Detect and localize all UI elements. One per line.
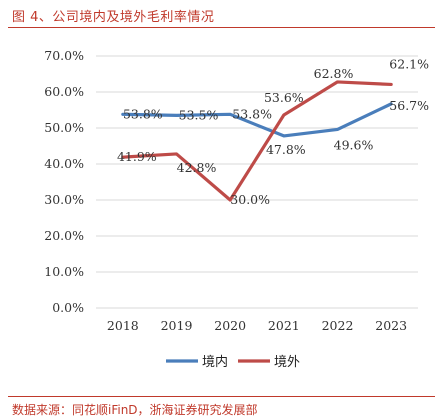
data-label: 41.9%	[117, 149, 157, 164]
y-tick-label: 30.0%	[44, 192, 84, 207]
data-label: 56.7%	[389, 98, 429, 113]
data-labels: 53.8% 53.5% 53.8% 47.8% 49.6% 56.7% 41.9% 42.8%…	[117, 56, 429, 207]
data-label: 53.5%	[179, 107, 219, 122]
y-tick-label: 70.0%	[44, 48, 84, 63]
data-label: 53.6%	[264, 90, 304, 105]
data-label: 53.8%	[123, 106, 163, 121]
legend-label: 境外	[274, 355, 300, 370]
data-label: 47.8%	[266, 142, 306, 157]
data-label: 53.8%	[232, 106, 272, 121]
x-tick-label: 2020	[214, 318, 246, 333]
data-label: 30.0%	[230, 192, 270, 207]
y-axis-ticks: 0.0% 10.0% 20.0% 30.0% 40.0% 50.0% 60.0% 70.0%	[44, 48, 84, 315]
x-tick-label: 2023	[375, 318, 407, 333]
series-line	[121, 102, 393, 138]
y-tick-label: 10.0%	[44, 264, 84, 279]
y-tick-label: 20.0%	[44, 228, 84, 243]
x-tick-label: 2019	[161, 318, 193, 333]
data-label: 62.1%	[389, 56, 429, 71]
y-tick-label: 0.0%	[52, 300, 84, 315]
gridlines	[96, 55, 418, 309]
figure-title: 图 4、公司境内及境外毛利率情况	[12, 10, 215, 25]
source-note: 数据来源：同花顺iFinD，浙海证券研究发展部	[12, 403, 258, 417]
x-tick-label: 2022	[322, 318, 354, 333]
x-tick-label: 2018	[107, 318, 139, 333]
bottom-rule	[8, 396, 435, 397]
y-tick-label: 60.0%	[44, 84, 84, 99]
top-rule	[8, 27, 435, 28]
x-tick-label: 2021	[268, 318, 300, 333]
y-tick-label: 40.0%	[44, 156, 84, 171]
y-tick-label: 50.0%	[44, 120, 84, 135]
data-label: 62.8%	[314, 66, 354, 81]
data-label: 42.8%	[177, 160, 217, 175]
series-lines	[121, 80, 393, 202]
data-label: 49.6%	[334, 137, 374, 152]
x-axis-ticks: 2018 2019 2020 2021 2022 2023	[107, 318, 407, 333]
legend-label: 境内	[202, 354, 228, 370]
series-line	[121, 80, 393, 202]
legend: 境内 境外	[166, 354, 300, 370]
